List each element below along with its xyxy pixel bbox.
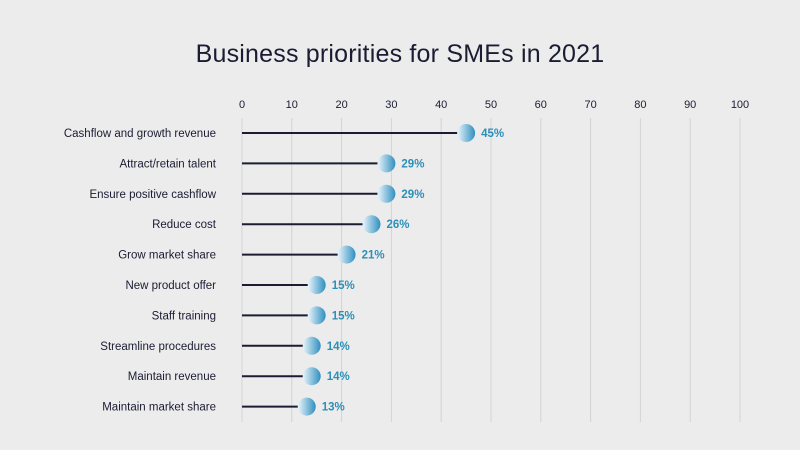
data-label: 29% [401,189,424,201]
data-label: 29% [401,158,424,170]
x-tick-label: 100 [731,99,749,111]
category-label: Grow market share [118,250,216,262]
data-label: 13% [322,402,345,414]
x-tick-label: 60 [535,99,547,111]
lollipop-marker [377,184,396,203]
lollipop-marker [362,215,381,234]
category-label: Maintain revenue [128,371,216,383]
category-label: Ensure positive cashflow [89,189,216,201]
category-label: Maintain market share [102,402,216,414]
lollipop-marker [302,367,321,386]
lollipop-marks [242,124,476,416]
lollipop-marker [302,336,321,355]
lollipop-marker [307,306,326,325]
grid-lines [241,118,741,422]
x-tick-label: 20 [335,99,347,111]
lollipop-marker [377,154,396,173]
x-axis-ticks: 0 10 20 30 40 50 60 70 80 90 100 [239,99,749,111]
category-label: Streamline procedures [100,341,216,353]
category-label: New product offer [125,280,216,292]
data-label: 26% [386,219,409,231]
lollipop-marker [297,397,316,416]
category-label: Staff training [152,310,216,322]
x-tick-label: 30 [385,99,397,111]
x-tick-label: 40 [435,99,447,111]
data-label: 14% [327,341,350,353]
data-label: 45% [481,128,504,140]
data-label: 14% [327,371,350,383]
category-label: Cashflow and growth revenue [64,128,216,140]
data-label: 15% [332,310,355,322]
x-tick-label: 90 [684,99,696,111]
data-labels: 45% 29% 29% 26% 21% 15% 15% 14% 14% 13% [322,128,504,414]
x-tick-label: 70 [584,99,596,111]
x-tick-label: 50 [485,99,497,111]
x-tick-label: 10 [286,99,298,111]
x-tick-label: 0 [239,99,245,111]
data-label: 21% [362,250,385,262]
chart-title: Business priorities for SMEs in 2021 [195,40,605,68]
category-label: Reduce cost [152,219,217,231]
category-labels: Cashflow and growth revenue Attract/retai… [64,128,217,414]
lollipop-marker [337,245,356,264]
x-tick-label: 80 [634,99,646,111]
lollipop-marker [457,124,476,142]
category-label: Attract/retain talent [119,158,216,170]
data-label: 15% [332,280,355,292]
lollipop-marker [307,276,326,294]
